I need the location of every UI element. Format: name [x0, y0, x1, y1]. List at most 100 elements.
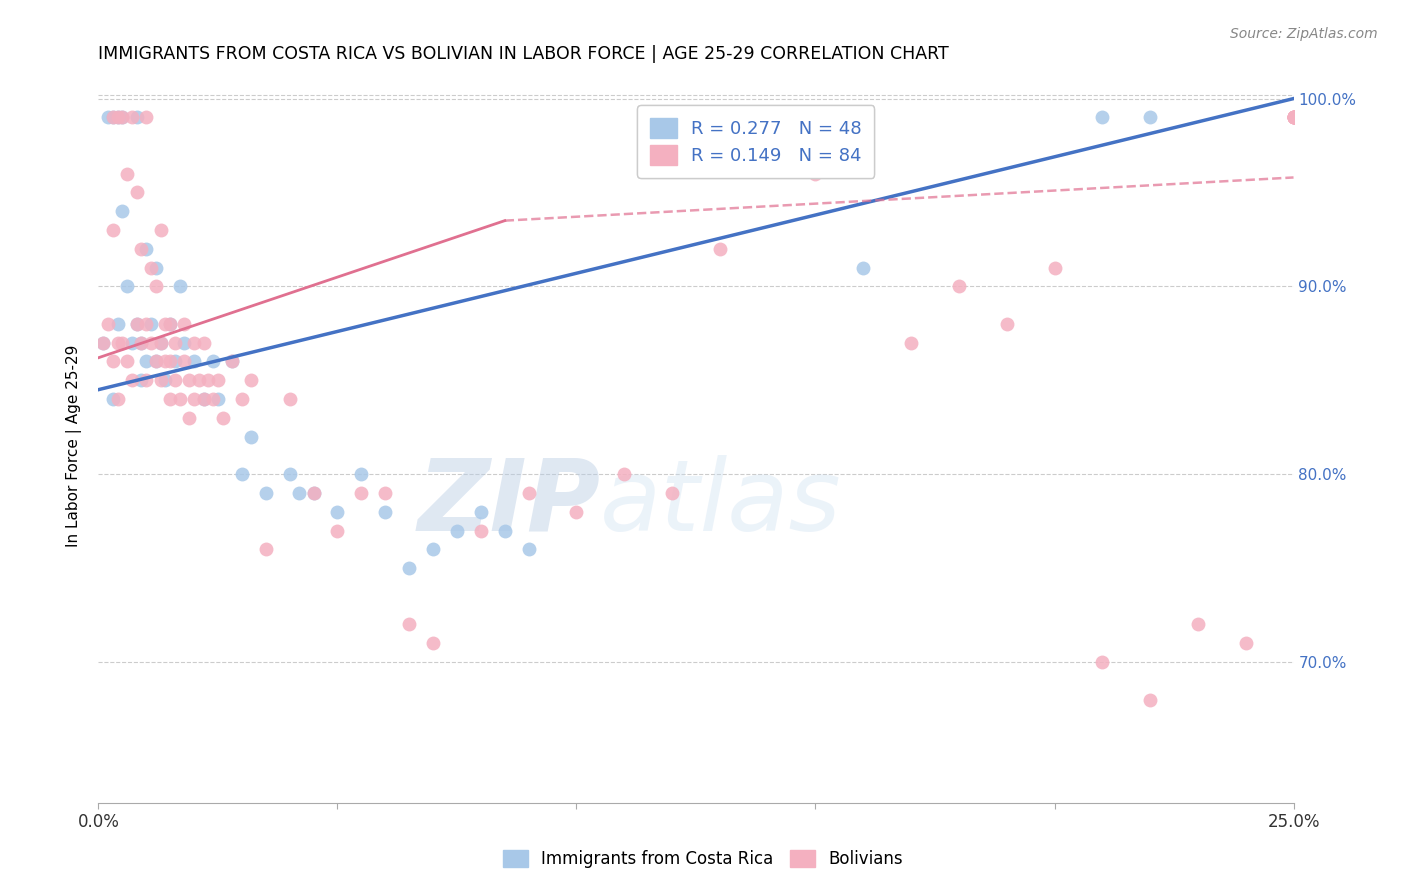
- Point: [494, 524, 516, 538]
- Point: [470, 505, 492, 519]
- Point: [1091, 655, 1114, 669]
- Point: [111, 111, 134, 125]
- Point: [374, 505, 396, 519]
- Point: [1282, 111, 1305, 125]
- Point: [1139, 692, 1161, 706]
- Point: [107, 392, 129, 406]
- Point: [995, 317, 1018, 331]
- Text: Source: ZipAtlas.com: Source: ZipAtlas.com: [1230, 27, 1378, 41]
- Point: [131, 242, 153, 256]
- Point: [326, 524, 349, 538]
- Point: [900, 335, 922, 350]
- Point: [1234, 636, 1257, 650]
- Point: [149, 335, 172, 350]
- Point: [852, 260, 875, 275]
- Point: [125, 317, 148, 331]
- Point: [1282, 111, 1305, 125]
- Point: [302, 486, 325, 500]
- Point: [1091, 111, 1114, 125]
- Point: [145, 354, 167, 368]
- Point: [111, 111, 134, 125]
- Point: [221, 354, 243, 368]
- Point: [661, 486, 683, 500]
- Point: [115, 354, 138, 368]
- Point: [470, 524, 492, 538]
- Point: [155, 373, 177, 387]
- Point: [101, 354, 124, 368]
- Point: [374, 486, 396, 500]
- Point: [101, 223, 124, 237]
- Point: [231, 392, 253, 406]
- Point: [254, 486, 277, 500]
- Point: [97, 317, 120, 331]
- Point: [517, 542, 540, 557]
- Point: [1282, 111, 1305, 125]
- Point: [709, 242, 731, 256]
- Point: [202, 392, 225, 406]
- Point: [202, 354, 225, 368]
- Point: [193, 392, 215, 406]
- Point: [101, 111, 124, 125]
- Point: [111, 204, 134, 219]
- Point: [125, 317, 148, 331]
- Point: [278, 392, 301, 406]
- Point: [121, 373, 143, 387]
- Text: ZIP: ZIP: [418, 455, 600, 551]
- Point: [111, 335, 134, 350]
- Point: [183, 354, 205, 368]
- Point: [163, 354, 186, 368]
- Point: [183, 392, 205, 406]
- Point: [422, 636, 444, 650]
- Point: [139, 260, 162, 275]
- Point: [159, 354, 181, 368]
- Point: [948, 279, 970, 293]
- Point: [97, 111, 120, 125]
- Point: [187, 373, 209, 387]
- Point: [1043, 260, 1066, 275]
- Point: [183, 335, 205, 350]
- Point: [211, 410, 233, 425]
- Point: [350, 486, 373, 500]
- Point: [173, 317, 195, 331]
- Point: [804, 167, 827, 181]
- Point: [398, 617, 420, 632]
- Point: [221, 354, 243, 368]
- Point: [107, 111, 129, 125]
- Point: [179, 410, 201, 425]
- Y-axis label: In Labor Force | Age 25-29: In Labor Force | Age 25-29: [66, 345, 83, 547]
- Point: [173, 335, 195, 350]
- Point: [125, 186, 148, 200]
- Point: [288, 486, 311, 500]
- Point: [398, 561, 420, 575]
- Point: [135, 354, 157, 368]
- Point: [107, 111, 129, 125]
- Point: [115, 279, 138, 293]
- Point: [193, 335, 215, 350]
- Point: [1139, 111, 1161, 125]
- Point: [139, 317, 162, 331]
- Point: [254, 542, 277, 557]
- Text: IMMIGRANTS FROM COSTA RICA VS BOLIVIAN IN LABOR FORCE | AGE 25-29 CORRELATION CH: IMMIGRANTS FROM COSTA RICA VS BOLIVIAN I…: [98, 45, 949, 62]
- Point: [326, 505, 349, 519]
- Point: [139, 335, 162, 350]
- Point: [149, 335, 172, 350]
- Point: [193, 392, 215, 406]
- Point: [155, 354, 177, 368]
- Point: [163, 335, 186, 350]
- Point: [125, 111, 148, 125]
- Point: [446, 524, 468, 538]
- Point: [240, 429, 263, 443]
- Point: [278, 467, 301, 482]
- Point: [1282, 111, 1305, 125]
- Point: [1187, 617, 1209, 632]
- Text: atlas: atlas: [600, 455, 842, 551]
- Point: [422, 542, 444, 557]
- Point: [179, 373, 201, 387]
- Point: [565, 505, 588, 519]
- Point: [135, 111, 157, 125]
- Point: [131, 335, 153, 350]
- Point: [145, 260, 167, 275]
- Point: [173, 354, 195, 368]
- Point: [131, 335, 153, 350]
- Point: [121, 335, 143, 350]
